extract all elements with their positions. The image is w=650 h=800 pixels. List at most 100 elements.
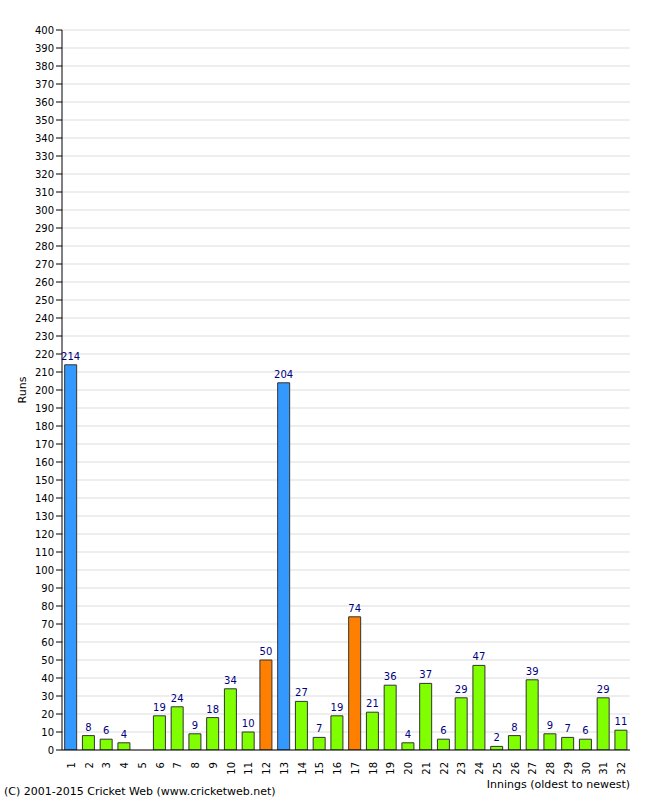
svg-text:9: 9 [547, 720, 553, 731]
svg-text:10: 10 [41, 727, 54, 738]
svg-text:250: 250 [35, 295, 54, 306]
svg-text:80: 80 [41, 601, 54, 612]
svg-text:6: 6 [440, 725, 446, 736]
svg-text:8: 8 [190, 762, 201, 768]
svg-text:350: 350 [35, 115, 54, 126]
svg-text:214: 214 [61, 351, 80, 362]
svg-text:6: 6 [155, 762, 166, 768]
svg-text:310: 310 [35, 187, 54, 198]
svg-text:21: 21 [366, 698, 379, 709]
svg-text:30: 30 [41, 691, 54, 702]
svg-text:4: 4 [405, 729, 411, 740]
svg-text:29: 29 [455, 684, 468, 695]
svg-text:25: 25 [492, 762, 503, 775]
svg-text:9: 9 [208, 762, 219, 768]
svg-text:20: 20 [41, 709, 54, 720]
svg-text:36: 36 [384, 671, 397, 682]
svg-text:28: 28 [545, 762, 556, 775]
svg-text:380: 380 [35, 61, 54, 72]
svg-text:19: 19 [153, 702, 166, 713]
svg-text:7: 7 [564, 723, 570, 734]
svg-text:90: 90 [41, 583, 54, 594]
svg-text:2: 2 [84, 762, 95, 768]
svg-text:27: 27 [527, 762, 538, 775]
svg-text:110: 110 [35, 547, 54, 558]
svg-text:370: 370 [35, 79, 54, 90]
svg-text:240: 240 [35, 313, 54, 324]
svg-text:270: 270 [35, 259, 54, 270]
svg-text:47: 47 [473, 651, 486, 662]
svg-text:29: 29 [563, 762, 574, 775]
svg-text:24: 24 [474, 762, 485, 775]
svg-text:200: 200 [35, 385, 54, 396]
svg-text:50: 50 [41, 655, 54, 666]
svg-text:30: 30 [581, 762, 592, 775]
svg-text:390: 390 [35, 43, 54, 54]
svg-text:24: 24 [171, 693, 184, 704]
svg-text:190: 190 [35, 403, 54, 414]
svg-text:10: 10 [226, 762, 237, 775]
svg-text:26: 26 [510, 762, 521, 775]
svg-text:19: 19 [385, 762, 396, 775]
svg-text:330: 330 [35, 151, 54, 162]
svg-text:300: 300 [35, 205, 54, 216]
svg-text:22: 22 [439, 762, 450, 775]
svg-text:39: 39 [526, 666, 539, 677]
svg-text:230: 230 [35, 331, 54, 342]
svg-text:60: 60 [41, 637, 54, 648]
svg-text:6: 6 [582, 725, 588, 736]
svg-text:8: 8 [511, 722, 517, 733]
svg-text:280: 280 [35, 241, 54, 252]
svg-text:150: 150 [35, 475, 54, 486]
svg-text:15: 15 [314, 762, 325, 775]
svg-text:130: 130 [35, 511, 54, 522]
svg-text:20: 20 [403, 762, 414, 775]
svg-text:19: 19 [331, 702, 344, 713]
svg-text:10: 10 [242, 718, 255, 729]
svg-text:100: 100 [35, 565, 54, 576]
svg-text:74: 74 [348, 603, 361, 614]
svg-text:220: 220 [35, 349, 54, 360]
svg-text:3: 3 [101, 762, 112, 768]
svg-text:40: 40 [41, 673, 54, 684]
svg-text:160: 160 [35, 457, 54, 468]
svg-text:11: 11 [243, 762, 254, 775]
svg-text:27: 27 [295, 687, 308, 698]
svg-text:11: 11 [615, 716, 628, 727]
svg-text:7: 7 [172, 762, 183, 768]
svg-text:18: 18 [368, 762, 379, 775]
svg-text:16: 16 [332, 762, 343, 775]
svg-text:31: 31 [598, 762, 609, 775]
svg-text:23: 23 [456, 762, 467, 775]
svg-text:7: 7 [316, 723, 322, 734]
svg-text:0: 0 [48, 745, 54, 756]
svg-text:37: 37 [419, 669, 432, 680]
svg-text:290: 290 [35, 223, 54, 234]
svg-text:29: 29 [597, 684, 610, 695]
svg-text:204: 204 [274, 369, 293, 380]
svg-text:4: 4 [119, 762, 130, 768]
svg-text:4: 4 [121, 729, 127, 740]
svg-text:9: 9 [192, 720, 198, 731]
svg-text:1: 1 [66, 762, 77, 768]
svg-text:32: 32 [616, 762, 627, 775]
svg-text:170: 170 [35, 439, 54, 450]
svg-text:70: 70 [41, 619, 54, 630]
svg-text:120: 120 [35, 529, 54, 540]
svg-text:34: 34 [224, 675, 237, 686]
svg-text:Runs: Runs [16, 376, 29, 403]
svg-text:12: 12 [261, 762, 272, 775]
svg-text:14: 14 [297, 762, 308, 775]
svg-text:260: 260 [35, 277, 54, 288]
svg-text:50: 50 [260, 646, 273, 657]
svg-text:6: 6 [103, 725, 109, 736]
svg-text:210: 210 [35, 367, 54, 378]
svg-text:17: 17 [350, 762, 361, 775]
svg-text:8: 8 [85, 722, 91, 733]
svg-text:180: 180 [35, 421, 54, 432]
svg-text:140: 140 [35, 493, 54, 504]
svg-text:2: 2 [493, 732, 499, 743]
svg-text:340: 340 [35, 133, 54, 144]
svg-text:400: 400 [35, 25, 54, 36]
svg-text:18: 18 [206, 704, 219, 715]
